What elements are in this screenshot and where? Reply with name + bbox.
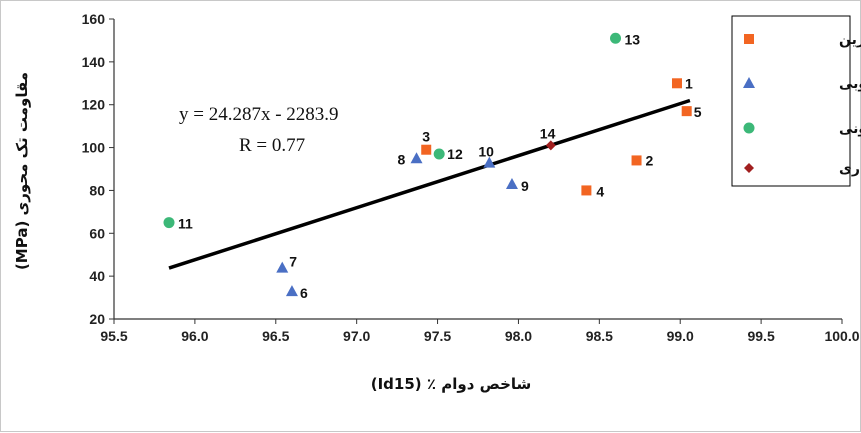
x-tick-label: 99.5 [747,328,774,344]
point-label-3: 3 [422,129,430,145]
point-label-12: 12 [447,146,463,162]
legend-marker-1 [744,34,754,44]
legend-label-1: آذرین [839,30,861,48]
legend-label-3: دگرگونی [839,120,861,137]
data-point-13 [610,32,622,44]
x-axis-title: شاخص دوام ٪ (Id15) [371,375,532,393]
point-label-2: 2 [646,152,654,168]
trendline [168,98,691,270]
data-point-11 [163,217,175,229]
point-label-4: 4 [596,183,604,199]
x-tick-label: 96.0 [181,328,208,344]
data-point-8 [410,152,423,164]
y-tick-label: 20 [89,311,105,327]
axes [109,18,843,324]
data-points [163,32,692,297]
x-tick-label: 98.5 [586,328,613,344]
x-tick-label: 98.0 [505,328,532,344]
point-label-5: 5 [694,104,702,120]
y-tick-label: 80 [89,182,105,198]
y-tick-label: 100 [82,140,106,156]
legend-label-4: آذر آواری [839,159,861,177]
legend-marker-4 [744,163,754,173]
x-tick-labels: 95.5 96.0 96.5 97.0 97.5 98.0 98.5 99.0 99.5 100.… [100,328,859,344]
data-point-12 [433,148,445,160]
legend-marker-2 [743,77,755,88]
y-tick-label: 120 [82,97,106,113]
y-axis-title: مقاومت تک محوری (MPa) [13,72,31,270]
point-label-11: 11 [178,216,193,232]
y-tick-label: 140 [82,54,106,70]
point-label-8: 8 [398,151,406,167]
point-label-14: 14 [540,125,556,141]
point-label-10: 10 [478,144,494,160]
trendline-r-value: R = 0.77 [239,135,305,156]
data-point-6 [285,285,298,297]
point-label-6: 6 [300,285,308,301]
legend-box [731,15,851,187]
x-tick-label: 100.0 [824,328,859,344]
point-label-1: 1 [685,75,693,91]
trendline-equation: y = 24.287x - 2283.9 [179,104,339,125]
data-point-3 [421,144,432,155]
y-tick-labels: 20 40 60 80 100 120 140 160 [82,11,106,327]
y-tick-label: 160 [82,11,106,27]
data-point-7 [276,261,289,273]
x-tick-label: 95.5 [100,328,127,344]
point-label-7: 7 [289,254,297,270]
y-tick-label: 60 [89,225,105,241]
data-point-1 [671,78,682,89]
x-tick-label: 96.5 [262,328,289,344]
x-tick-label: 99.0 [667,328,694,344]
legend: آذرین رسوبی دگرگونی آذر آواری [731,15,861,187]
data-point-10 [483,156,496,168]
point-label-13: 13 [625,31,641,47]
legend-label-2: رسوبی [839,76,861,92]
data-point-9 [505,178,518,189]
data-point-2 [631,155,642,166]
point-label-9: 9 [521,178,529,194]
data-point-14 [545,140,556,151]
legend-marker-3 [743,122,755,134]
y-tick-label: 40 [89,268,105,284]
data-point-5 [681,106,692,117]
x-tick-label: 97.0 [343,328,370,344]
data-point-4 [581,185,592,196]
x-tick-label: 97.5 [424,328,451,344]
